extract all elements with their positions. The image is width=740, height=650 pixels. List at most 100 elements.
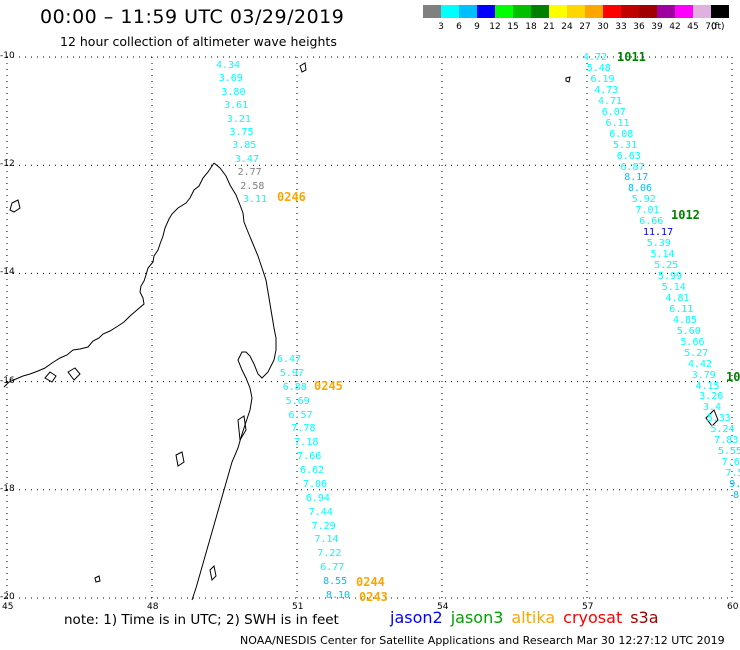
mission-jason3: jason3 [450,608,504,627]
wave-height-label: 6.11 [605,117,630,129]
wave-height-label: 7.78 [291,423,316,435]
color-scale-swatch [585,5,603,18]
wave-height-label: 7.6 [721,457,740,469]
wave-height-label: 4.71 [598,95,623,107]
map-subtitle: 12 hour collection of altimeter wave hei… [60,34,337,49]
color-scale-tick: 6 [456,22,462,32]
wave-height-label: 5.60 [676,325,701,337]
coast-inlet-2 [209,564,217,582]
wave-height-label: 3.26 [699,391,724,403]
longitude-label: 54 [437,602,449,612]
wave-height-label: 3.69 [218,73,243,85]
wave-height-label: 5.25 [654,260,679,272]
color-scale-swatch [549,5,567,18]
coast-island-3 [67,367,81,381]
wave-height-label: 5.33 [706,413,731,425]
wave-height-label: 7.5 [725,468,740,480]
wave-height-label: 5.92 [631,194,656,206]
color-scale-swatch [459,5,477,18]
wave-height-label: 5.66 [680,336,705,348]
wave-height-label: 3.61 [224,100,249,112]
coast-inlet-1 [237,415,247,442]
color-scale-tick: 21 [543,22,555,32]
latitude-label: -18 [0,483,15,494]
wave-height-label: 5.55 [718,446,740,458]
color-scale-tick: 9 [474,22,480,32]
latitude-label: -14 [0,267,15,278]
longitude-label: 57 [582,602,594,612]
wave-height-label: 9. [729,479,740,491]
wave-height-label: 5.14 [650,249,675,261]
legend-note: note: 1) Time is in UTC; 2) SWH is in fe… [64,612,339,628]
color-scale-swatch [711,5,729,18]
color-scale-swatch [603,5,621,18]
wave-height-label: 7.29 [311,520,336,532]
coast-island-5 [299,62,307,73]
wave-height-label: 5.24 [710,424,735,436]
coast-island-7 [705,409,719,427]
mission-legend: jason2 jason3 altika cryosat s3a [390,608,667,627]
color-scale-tick: 15 [507,22,519,32]
color-scale-swatch [657,5,675,18]
wave-height-label: 6.94 [305,492,330,504]
wave-height-label: 5.69 [285,395,310,407]
wave-height-label: 3.47 [234,153,259,165]
wave-height-label: 6.57 [288,409,313,421]
wave-height-label: 3.75 [229,127,254,138]
wave-height-label: 5.27 [684,347,709,359]
longitude-label: 60 [727,602,739,612]
pass-time-label: 0245 [314,379,343,393]
color-scale-tick: 18 [525,22,537,32]
wave-height-label: 3.4 [703,402,722,414]
wave-height-label: 3.85 [232,140,257,152]
coast-island-1 [9,199,21,213]
color-scale-swatch [621,5,639,18]
wave-height-label: 7.44 [308,506,333,518]
lat-lon-grid [6,56,733,599]
latitude-label: -16 [0,375,15,386]
wave-height-label: 5.48 [586,62,611,74]
main-coastline [3,162,277,601]
wave-height-label: 2.77 [237,167,262,179]
color-scale-swatch [423,5,441,18]
wave-height-label: 7.22 [317,548,342,560]
wave-height-label: 8.55 [323,576,348,588]
wave-height-label: 8.10 [326,590,351,601]
wave-height-label: 6.47 [277,354,302,365]
latitude-label: -12 [0,159,15,170]
wave-height-label: 6.11 [669,303,694,315]
color-scale-bar [423,5,729,18]
coast-island-8 [94,575,101,583]
color-scale-swatch [513,5,531,18]
footer-credit: NOAA/NESDIS Center for Satellite Applica… [240,634,725,647]
wave-height-label: 6.63 [616,150,641,162]
color-scale-swatch [441,5,459,18]
wave-height-label: 6.77 [320,562,345,574]
color-scale-tick: 45 [687,22,699,32]
coast-island-6 [565,76,571,83]
mission-s3a: s3a [630,608,659,627]
color-scale-unit: (ft) [711,22,725,32]
pass-time-label: 10 [726,370,740,384]
pass-time-label: 0243 [359,590,388,604]
wave-height-label: 8 [733,490,740,501]
wave-height-label: 6.07 [601,106,626,118]
color-scale-swatch [495,5,513,18]
wave-height-label: 2.58 [240,180,265,192]
wave-height-label: 4.73 [594,84,619,96]
wave-height-label: 7.01 [635,205,660,217]
color-scale-tick: 42 [669,22,681,32]
color-scale-tick: 24 [561,22,573,32]
wave-height-label: 6.62 [300,465,325,477]
longitude-label: 51 [292,602,304,612]
mission-altika: altika [511,608,556,627]
color-scale-tick: 27 [579,22,591,32]
latitude-label: -10 [0,51,15,61]
wave-height-label: 4.42 [688,358,713,370]
wave-height-label: 4.72 [583,52,608,63]
color-scale-tick: 33 [615,22,627,32]
color-scale-swatch [567,5,585,18]
color-scale-swatch [675,5,693,18]
coast-island-2 [44,371,57,383]
